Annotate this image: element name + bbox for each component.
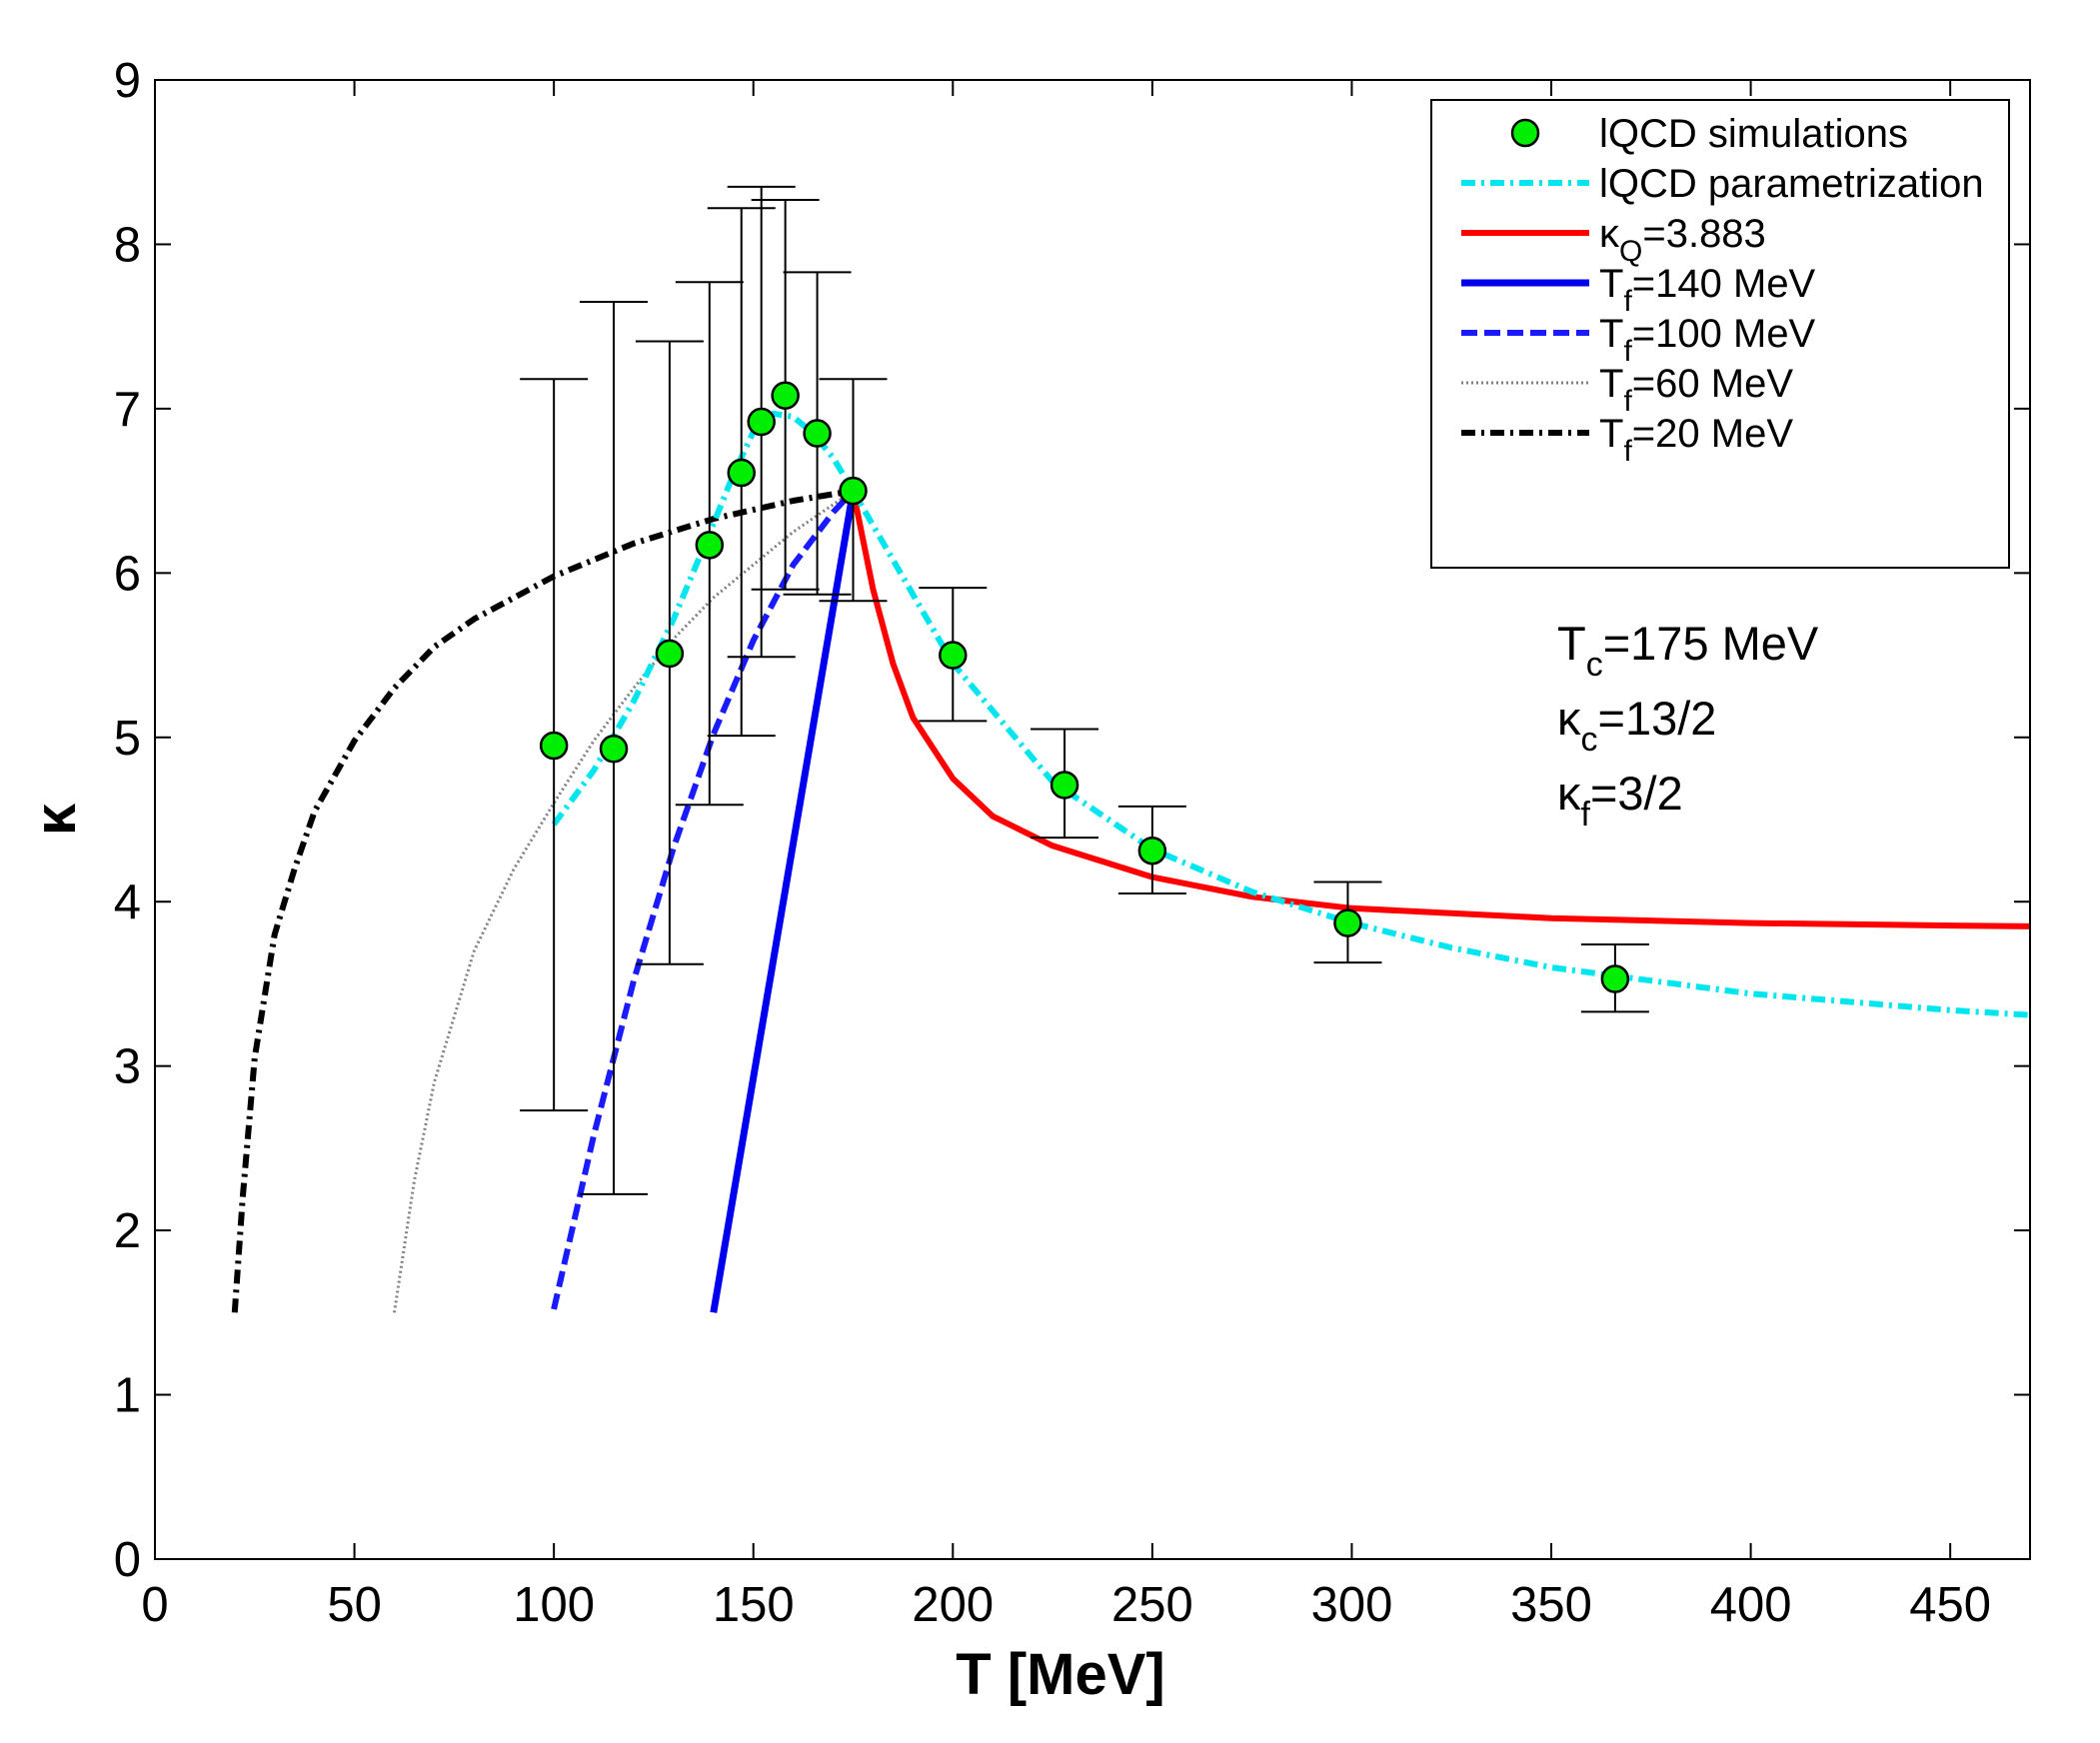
plot-frame	[154, 79, 2031, 1560]
legend-marker-lqcd_points	[1510, 118, 1540, 148]
x-tick-label: 450	[1909, 1578, 1991, 1632]
legend-label-sub: f	[1623, 285, 1632, 318]
data-point	[655, 639, 685, 669]
y-tick-label: 8	[114, 218, 141, 272]
data-point	[771, 381, 800, 410]
legend-label-tf100: Tf=100 MeV	[1599, 312, 1816, 368]
series-lines	[231, 410, 2031, 1313]
x-tick-label: 50	[327, 1578, 382, 1632]
y-tick-label: 4	[114, 875, 141, 929]
legend-label-rest: =100 MeV	[1632, 312, 1816, 356]
annotation-sub: f	[1581, 796, 1591, 834]
annotation-0: Tc=175 MeV	[1557, 617, 1819, 684]
data-point	[803, 419, 832, 448]
series-line-tf100	[551, 489, 856, 1310]
data-point	[1050, 771, 1079, 800]
x-tick-label: 250	[1111, 1578, 1193, 1632]
x-tick-label: 150	[713, 1578, 795, 1632]
x-tick-label: 350	[1510, 1578, 1592, 1632]
legend-label-sub: Q	[1619, 235, 1642, 268]
legend-label-tf60: Tf=60 MeV	[1599, 362, 1793, 418]
data-point	[839, 476, 868, 506]
legend-label-tf20: Tf=20 MeV	[1599, 412, 1793, 468]
x-tick-label: 200	[912, 1578, 994, 1632]
legend-label-tf140: Tf=140 MeV	[1599, 262, 1816, 318]
annotation-rest: =3/2	[1590, 767, 1683, 820]
data-point	[1333, 908, 1362, 937]
legend-label-rest: =3.883	[1642, 212, 1765, 256]
legend-label-base: κ	[1599, 212, 1620, 256]
legend-label-sub: f	[1623, 335, 1632, 368]
y-tick-label: 2	[114, 1204, 141, 1258]
legend-label-base: lQCD simulations	[1599, 112, 1908, 156]
legend-label-base: T	[1599, 312, 1623, 356]
legend-label-rest: =20 MeV	[1632, 412, 1794, 456]
series-line-kappa_q	[850, 490, 2031, 929]
data-point	[695, 531, 725, 560]
data-point	[727, 458, 756, 488]
x-tick-label: 300	[1311, 1578, 1393, 1632]
annotation-rest: =13/2	[1598, 692, 1717, 745]
series-line-tf20	[231, 488, 854, 1313]
legend-box	[1430, 99, 2010, 569]
legend-label-lqcd_points: lQCD simulations	[1599, 112, 1908, 156]
x-tick-label: 100	[513, 1578, 595, 1632]
data-point	[747, 407, 776, 437]
data-point	[1137, 836, 1167, 866]
legend-label-lqcd_param: lQCD parametrization	[1599, 162, 1984, 206]
legend-label-base: lQCD parametrization	[1599, 162, 1984, 206]
annotation-1: κc=13/2	[1557, 692, 1716, 759]
series-line-tf140	[710, 490, 857, 1313]
annotation-base: κ	[1557, 692, 1581, 745]
annotation-sub: c	[1581, 721, 1598, 759]
legend-label-base: T	[1599, 362, 1623, 406]
y-tick-label: 3	[114, 1040, 141, 1094]
y-tick-label: 6	[114, 547, 141, 601]
annotation-base: T	[1557, 617, 1586, 670]
x-tick-label: 400	[1710, 1578, 1792, 1632]
y-tick-label: 5	[114, 712, 141, 766]
data-point	[1600, 964, 1630, 993]
series-line-lqcd_param	[551, 410, 2031, 1018]
y-tick-label: 7	[114, 383, 141, 437]
annotation-sub: c	[1586, 646, 1603, 684]
y-tick-label: 0	[114, 1533, 141, 1587]
legend-label-sub: f	[1623, 385, 1632, 418]
legend-label-kappa_q: κQ=3.883	[1599, 212, 1766, 268]
legend-label-base: T	[1599, 412, 1623, 456]
x-tick-label: 0	[141, 1578, 168, 1632]
legend-label-base: T	[1599, 262, 1623, 306]
data-point	[939, 641, 968, 670]
y-axis-title: κ	[23, 803, 88, 836]
legend-label-rest: =60 MeV	[1632, 362, 1794, 406]
x-axis-title: T [MeV]	[956, 1642, 1164, 1707]
y-tick-label: 1	[114, 1369, 141, 1423]
legend-label-sub: f	[1623, 435, 1632, 468]
y-tick-label: 9	[114, 54, 141, 108]
data-point	[539, 731, 569, 761]
data-markers	[539, 381, 1630, 993]
annotation-base: κ	[1557, 767, 1581, 820]
legend: lQCD simulations lQCD parametrization κQ=3…	[1430, 99, 2010, 569]
data-point	[599, 735, 629, 764]
tick-labels: 0 50 100 150 200 250 300 350 400 450 0 1 2 3 4 5 6 7 8 9	[114, 54, 1991, 1632]
legend-label-rest: =140 MeV	[1632, 262, 1816, 306]
annotation-rest: =175 MeV	[1603, 617, 1819, 670]
annotation-2: κf=3/2	[1557, 767, 1683, 834]
